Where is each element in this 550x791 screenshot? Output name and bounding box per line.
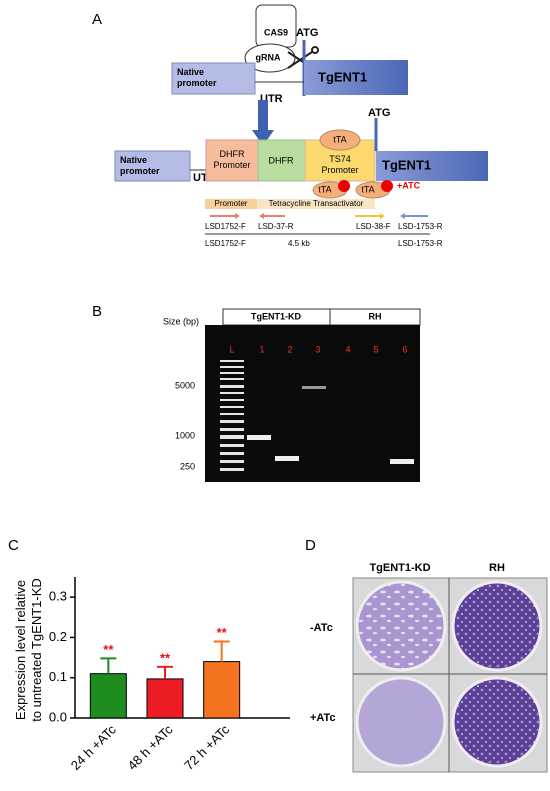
- tta: tTA: [333, 134, 346, 144]
- row-label: +ATc: [310, 712, 336, 724]
- gene: TgENT1: [382, 157, 431, 172]
- promoter-bar: [205, 199, 257, 209]
- plate: [355, 676, 447, 768]
- atg: ATG: [296, 27, 318, 39]
- plate: [451, 676, 543, 768]
- size: 1000: [175, 430, 195, 440]
- primer: LSD1752-F: [205, 239, 246, 248]
- lane: 3: [315, 344, 320, 354]
- panel-label: A: [92, 11, 102, 28]
- lane: 4: [345, 344, 350, 354]
- row-label: -ATc: [310, 622, 333, 634]
- promoter-box: [171, 62, 256, 95]
- arrow-shaft: [258, 100, 268, 130]
- panel-b: B Size (bp) TgENT1-KD RH L 1 2 3 4 5 6 5…: [92, 303, 421, 482]
- ladder: [220, 360, 244, 471]
- size-label: Size (bp): [163, 316, 199, 326]
- transactivator: Tetracycline Transactivator: [269, 199, 364, 208]
- transactivator-bar: [257, 199, 375, 209]
- cas9: CAS9: [264, 27, 288, 37]
- bar: [89, 673, 127, 719]
- size: 5000: [175, 380, 195, 390]
- significance: **: [217, 625, 228, 640]
- atg: ATG: [368, 107, 390, 119]
- x-tick-label: 48 h +ATc: [124, 722, 175, 773]
- x-tick-label: 24 h +ATc: [68, 722, 119, 773]
- grna: gRNA: [256, 52, 281, 62]
- plate: [355, 580, 447, 672]
- y-tick-label: 0.1: [49, 669, 67, 684]
- gene: TgENT1: [318, 69, 367, 84]
- primer: LSD-1753-R: [398, 239, 443, 248]
- y-axis-label: Expression level relativeto untreated Tg…: [13, 578, 44, 722]
- plate: [451, 580, 543, 672]
- y-tick-label: 0.0: [49, 709, 67, 724]
- panel-a: A CAS9 gRNA ATG Native promoter UTR TgENT…: [92, 4, 488, 248]
- lane: 6: [402, 344, 407, 354]
- native-promoter: Native promoter: [177, 67, 217, 88]
- arrow-head: [252, 130, 274, 146]
- gel: [205, 325, 420, 482]
- primer: LSD1752-F: [205, 222, 246, 231]
- panel-label: D: [305, 537, 316, 554]
- atc-dot: [338, 180, 350, 192]
- cas9-box: [255, 4, 297, 48]
- dhfr: DHFR: [269, 155, 294, 165]
- primer-arrows: [210, 213, 428, 219]
- significance: **: [103, 642, 114, 657]
- x-tick-label: 72 h +ATc: [181, 722, 232, 773]
- gene-box: [376, 151, 488, 181]
- panel-label: B: [92, 303, 102, 320]
- column-label: TgENT1-KD: [369, 562, 430, 574]
- size: 250: [180, 461, 195, 471]
- panel-d: D TgENT1-KD RH -ATc +ATc: [305, 537, 548, 773]
- gene-box: [304, 60, 408, 95]
- dhfr-promoter: DHFR Promoter: [213, 149, 250, 170]
- group: RH: [369, 311, 382, 321]
- column-label: RH: [489, 562, 505, 574]
- y-tick-label: 0.2: [49, 629, 67, 644]
- atc-dot: [381, 180, 393, 192]
- lane: 5: [373, 344, 378, 354]
- panel-c: C Expression level relativeto untreated …: [8, 537, 290, 773]
- amplicon-size: 4.5 kb: [288, 239, 310, 248]
- primer: LSD-38-F: [356, 222, 391, 231]
- tta: tTA: [318, 184, 331, 194]
- ts74-promoter: TS74 Promoter: [321, 154, 358, 175]
- atc: +ATC: [397, 180, 421, 190]
- y-tick-label: 0.3: [49, 589, 67, 604]
- significance: **: [160, 650, 171, 665]
- group: TgENT1-KD: [251, 311, 301, 321]
- bar: [146, 678, 184, 719]
- grna-shape: [244, 43, 296, 73]
- promoter: Promoter: [215, 199, 248, 208]
- bar: [203, 661, 241, 719]
- bands: [247, 386, 414, 464]
- tta: tTA: [361, 184, 374, 194]
- lane: 1: [259, 344, 264, 354]
- lane: L: [229, 344, 234, 354]
- ts74-box: [304, 139, 376, 182]
- primer: LSD-37-R: [258, 222, 294, 231]
- promoter-box: [114, 150, 191, 182]
- lane: 2: [287, 344, 292, 354]
- tta-shape: [319, 129, 361, 151]
- dhfr-promoter-box: [205, 139, 259, 182]
- native-promoter: Native promoter: [120, 155, 160, 176]
- primer: LSD-1753-R: [398, 222, 443, 231]
- panel-label: C: [8, 537, 19, 554]
